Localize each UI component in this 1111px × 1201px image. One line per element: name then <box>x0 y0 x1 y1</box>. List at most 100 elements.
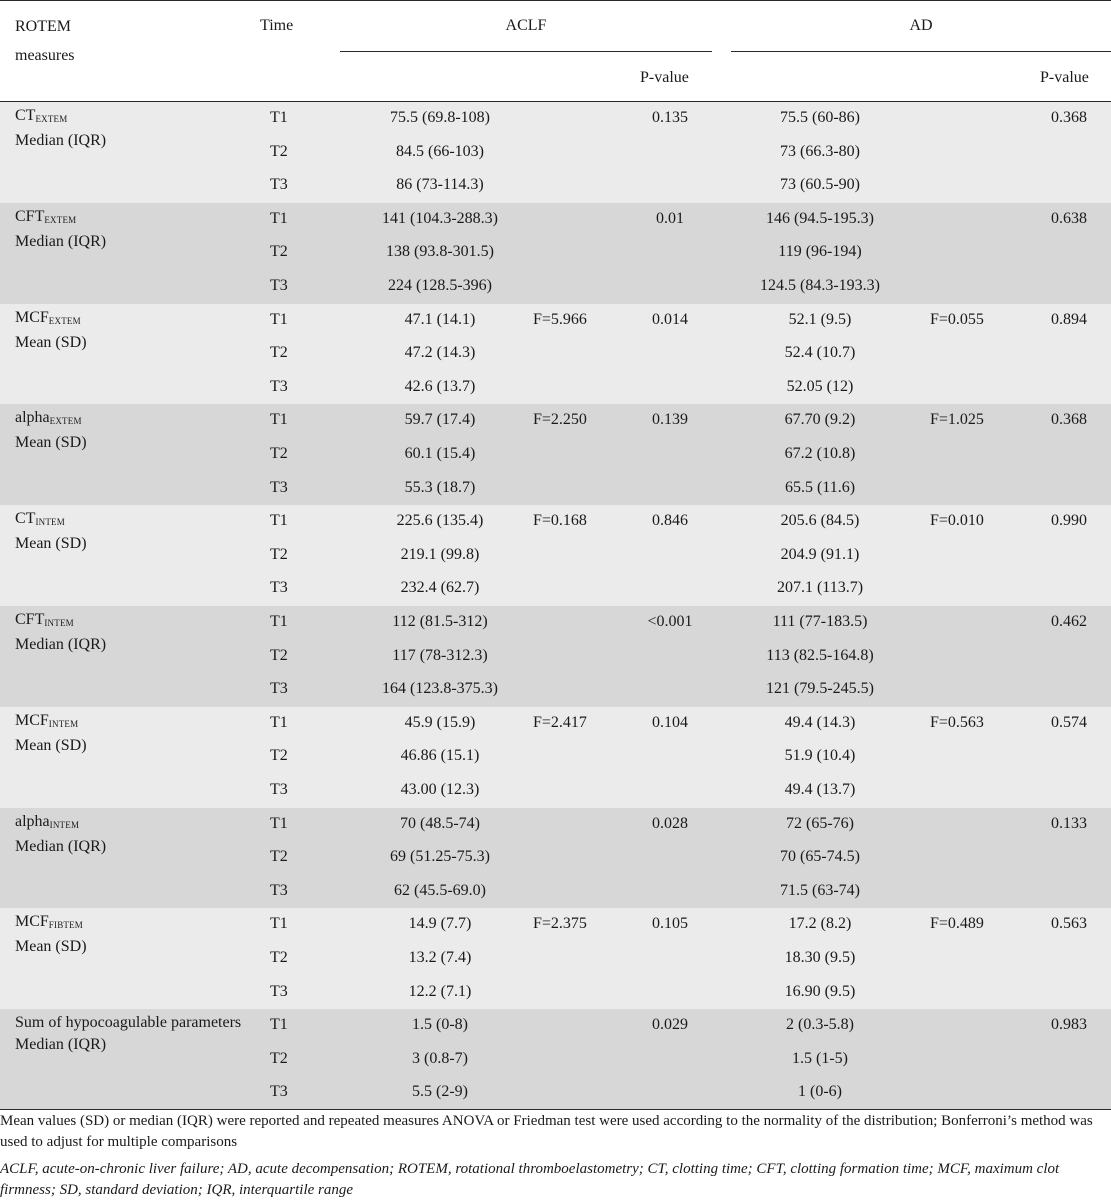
footnote-methods: Mean values (SD) or median (IQR) were re… <box>0 1113 1093 1150</box>
measure-label: CTEXTEM Median (IQR) <box>15 105 245 152</box>
table-top-rule <box>0 0 1111 1</box>
aclf-value-cell: 164 (123.8-375.3) <box>382 680 498 698</box>
aclf-pvalue-cell: 0.135 <box>652 109 688 126</box>
table-row: T2 13.2 (7.4) 18.30 (9.5) <box>0 944 1111 978</box>
measure-group: Sum of hypocoagulable parameters Median … <box>0 1009 1111 1112</box>
ad-value-cell: 119 (96-194) <box>778 243 862 261</box>
measure-assay: INTEM <box>35 517 65 528</box>
aclf-value-cell: 42.6 (13.7) <box>404 377 476 395</box>
measure-label: MCFFIBTEM Mean (SD) <box>15 911 245 958</box>
table-row: T1 1.5 (0-8) 0.029 2 (0.3-5.8) 0.983 <box>0 1011 1111 1045</box>
time-cell: T1 <box>270 915 288 933</box>
time-cell: T2 <box>270 243 288 261</box>
header-bottom-rule <box>0 101 1111 102</box>
table-row: T1 59.7 (17.4) F=2.250 0.139 67.70 (9.2) F=1.… <box>0 406 1111 440</box>
aclf-pvalue-cell: 0.014 <box>652 310 688 328</box>
table-row: T1 14.9 (7.7) F=2.375 0.105 17.2 (8.2) F=0.48… <box>0 910 1111 944</box>
aclf-value-cell: 75.5 (69.8-108) <box>390 109 490 126</box>
aclf-value-cell: 112 (81.5-312) <box>392 613 488 630</box>
ad-span-rule <box>731 51 1111 52</box>
table-row: T2 46.86 (15.1) 51.9 (10.4) <box>0 742 1111 776</box>
aclf-value-cell: 141 (104.3-288.3) <box>382 209 498 227</box>
time-cell: T2 <box>270 948 288 966</box>
measure-assay: EXTEM <box>48 315 81 326</box>
measure-name: CFTINTEM Median (IQR) <box>15 609 245 656</box>
aclf-value-cell: 5.5 (2-9) <box>412 1083 468 1101</box>
measure-group: CTINTEM Mean (SD) T1 225.6 (135.4) F=0.168 0.… <box>0 505 1111 607</box>
time-cell: T2 <box>270 545 288 563</box>
measure-group: MCFINTEM Mean (SD) T1 45.9 (15.9) F=2.417 0.1… <box>0 706 1111 808</box>
time-cell: T2 <box>270 646 288 664</box>
time-cell: T3 <box>270 982 288 1000</box>
measure-name-text: MCF <box>15 913 49 931</box>
time-cell: T3 <box>270 680 288 698</box>
header-pvalue-aclf: P-value <box>640 69 689 86</box>
measure-group: CFTEXTEM Median (IQR) T1 141 (104.3-288.3) 0… <box>0 202 1111 306</box>
measure-group: alphaEXTEM Mean (SD) T1 59.7 (17.4) F=2.250 0… <box>0 404 1111 506</box>
time-cell: T1 <box>270 209 288 227</box>
measure-name-text: MCF <box>15 711 49 729</box>
time-cell: T2 <box>270 444 288 462</box>
ad-value-cell: 52.1 (9.5) <box>788 310 852 328</box>
measure-assay: FIBTEM <box>48 920 83 931</box>
table-row: T3 86 (73-114.3) 73 (60.5-90) <box>0 171 1111 205</box>
ad-value-cell: 2 (0.3-5.8) <box>786 1016 854 1034</box>
time-cell: T1 <box>270 814 288 832</box>
table-row: T2 84.5 (66-103) 73 (66.3-80) <box>0 138 1111 172</box>
measure-assay: EXTEM <box>35 114 68 124</box>
time-cell: T1 <box>270 109 288 126</box>
measure-name-text: CFT <box>15 207 45 225</box>
measure-statistic: Median (IQR) <box>15 232 107 250</box>
measure-label: alphaEXTEM Mean (SD) <box>15 407 245 454</box>
ad-value-cell: 113 (82.5-164.8) <box>766 646 874 664</box>
ad-value-cell: 49.4 (13.7) <box>784 780 856 798</box>
time-cell: T1 <box>270 713 288 731</box>
ad-pvalue-cell: 0.574 <box>1051 713 1087 731</box>
time-cell: T3 <box>270 780 288 798</box>
measure-name: MCFFIBTEM Mean (SD) <box>15 911 245 958</box>
aclf-value-cell: 47.1 (14.1) <box>404 310 476 328</box>
aclf-value-cell: 219.1 (99.8) <box>400 545 480 563</box>
measure-label: alphaINTEM Median (IQR) <box>15 811 245 858</box>
aclf-value-cell: 62 (45.5-69.0) <box>394 881 486 899</box>
measure-label: MCFINTEM Mean (SD) <box>15 710 245 757</box>
measure-group: CFTINTEM Median (IQR) T1 112 (81.5-312) <0.0… <box>0 606 1111 707</box>
aclf-value-cell: 12.2 (7.1) <box>408 982 472 1000</box>
time-cell: T1 <box>270 310 288 328</box>
ad-value-cell: 49.4 (14.3) <box>784 713 856 731</box>
measure-name: CTINTEM Mean (SD) <box>15 508 245 555</box>
aclf-value-cell: 69 (51.25-75.3) <box>390 848 490 866</box>
aclf-pvalue-cell: <0.001 <box>647 613 693 630</box>
time-cell: T3 <box>270 276 288 294</box>
table-row: T3 224 (128.5-396) 124.5 (84.3-193.3) <box>0 272 1111 306</box>
measure-name-text: MCF <box>15 308 49 326</box>
time-cell: T2 <box>270 747 288 765</box>
aclf-value-cell: 3 (0.8-7) <box>412 1049 468 1067</box>
header-measures: ROTEM measures <box>15 18 75 64</box>
table-row: T3 5.5 (2-9) 1 (0-6) <box>0 1078 1111 1112</box>
ad-value-cell: 1.5 (1-5) <box>792 1049 848 1067</box>
aclf-value-cell: 1.5 (0-8) <box>412 1016 468 1034</box>
measure-name: Sum of hypocoagulable parameters Median … <box>15 1012 245 1056</box>
aclf-value-cell: 117 (78-312.3) <box>392 646 488 664</box>
table-bottom-rule <box>0 1109 1111 1110</box>
aclf-value-cell: 138 (93.8-301.5) <box>386 243 494 261</box>
ad-value-cell: 124.5 (84.3-193.3) <box>760 276 880 294</box>
measure-name: CFTEXTEM Median (IQR) <box>15 206 245 253</box>
ad-fstat-cell: F=0.563 <box>930 713 984 731</box>
time-cell: T1 <box>270 1016 288 1034</box>
table-row: T2 219.1 (99.8) 204.9 (91.1) <box>0 541 1111 575</box>
ad-value-cell: 75.5 (60-86) <box>780 109 860 126</box>
ad-pvalue-cell: 0.894 <box>1051 310 1087 328</box>
ad-pvalue-cell: 0.133 <box>1051 814 1087 832</box>
time-cell: T2 <box>270 344 288 362</box>
table-row: T1 70 (48.5-74) 0.028 72 (65-76) 0.133 <box>0 810 1111 844</box>
measure-assay: EXTEM <box>44 214 77 225</box>
aclf-span-rule <box>340 51 712 52</box>
ad-value-cell: 1 (0-6) <box>798 1083 842 1101</box>
ad-value-cell: 204.9 (91.1) <box>780 545 860 563</box>
time-cell: T1 <box>270 512 288 530</box>
measure-label: CFTEXTEM Median (IQR) <box>15 206 245 253</box>
ad-value-cell: 18.30 (9.5) <box>784 948 856 966</box>
